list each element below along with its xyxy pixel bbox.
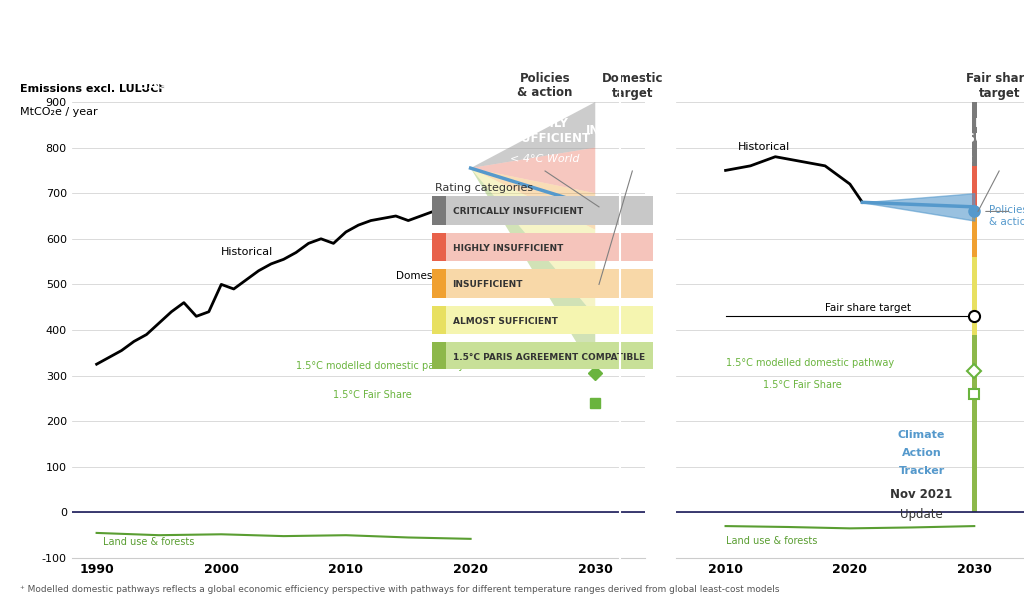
FancyBboxPatch shape: [432, 342, 653, 371]
Polygon shape: [471, 102, 595, 168]
FancyBboxPatch shape: [432, 342, 445, 371]
Text: 1.5°C Fair Share: 1.5°C Fair Share: [763, 380, 842, 391]
Text: < 4°C World: < 4°C World: [965, 154, 1024, 164]
Text: ⁺ Modelled domestic pathways reflects a global economic efficiency perspective w: ⁺ Modelled domestic pathways reflects a …: [20, 585, 780, 594]
Text: < 4°C World: < 4°C World: [510, 154, 580, 164]
FancyBboxPatch shape: [432, 233, 653, 262]
Text: HIGHLY INSUFFICIENT: HIGHLY INSUFFICIENT: [453, 244, 563, 253]
Text: BASED ON MODELLED DOMESTIC PATHWAYS⁺: BASED ON MODELLED DOMESTIC PATHWAYS⁺: [138, 79, 476, 92]
Text: 1.5°C modelled domestic pathway: 1.5°C modelled domestic pathway: [296, 361, 464, 371]
Text: INSUFFICIENT: INSUFFICIENT: [453, 280, 523, 289]
FancyBboxPatch shape: [432, 196, 445, 225]
Text: CRITICALLY INSUFFICIENT: CRITICALLY INSUFFICIENT: [453, 207, 583, 216]
FancyBboxPatch shape: [432, 305, 445, 334]
Text: SOUTH KOREA OVERALL RATING: SOUTH KOREA OVERALL RATING: [400, 13, 624, 26]
Text: Climate: Climate: [898, 430, 945, 440]
Text: 1.5°C modelled domestic pathway: 1.5°C modelled domestic pathway: [726, 358, 894, 368]
Text: Policies & action: Policies & action: [502, 216, 588, 226]
Text: INSUFFICIENT: INSUFFICIENT: [587, 124, 678, 137]
Text: Policies
& action: Policies & action: [989, 205, 1024, 227]
Text: Action: Action: [902, 448, 941, 458]
FancyBboxPatch shape: [432, 233, 445, 262]
Text: HIGHLY INSUFFICIENT: HIGHLY INSUFFICIENT: [368, 38, 656, 62]
Text: ALMOST SUFFICIENT: ALMOST SUFFICIENT: [453, 317, 557, 325]
Polygon shape: [471, 148, 595, 193]
Text: Land use & forests: Land use & forests: [102, 537, 195, 547]
FancyBboxPatch shape: [432, 269, 445, 298]
Text: BASED ON FAIR SHARE: BASED ON FAIR SHARE: [724, 79, 894, 92]
FancyBboxPatch shape: [432, 196, 653, 225]
Polygon shape: [471, 168, 595, 230]
Polygon shape: [471, 168, 595, 373]
Text: Nov 2021: Nov 2021: [891, 488, 952, 501]
Text: Land use & forests: Land use & forests: [726, 536, 817, 547]
Text: < 3°C World: < 3°C World: [598, 154, 667, 164]
Text: Fair share
target: Fair share target: [966, 71, 1024, 100]
Text: HIGHLY
INSUFFICIENT: HIGHLY INSUFFICIENT: [499, 117, 591, 145]
FancyBboxPatch shape: [432, 305, 653, 334]
Polygon shape: [471, 168, 595, 316]
Text: Rating categories: Rating categories: [434, 183, 532, 193]
Text: Update: Update: [900, 508, 943, 521]
Text: Historical: Historical: [221, 247, 273, 257]
Text: Historical: Historical: [738, 142, 791, 152]
Text: MtCO₂e / year: MtCO₂e / year: [20, 107, 97, 116]
Text: Policies
& action: Policies & action: [517, 71, 572, 100]
Text: Domestic
target: Domestic target: [601, 71, 664, 100]
FancyBboxPatch shape: [432, 269, 653, 298]
Text: HIGHLY
INSUFFICIENT: HIGHLY INSUFFICIENT: [953, 117, 1024, 145]
Text: Domestic target: Domestic target: [396, 271, 480, 281]
Text: Tracker: Tracker: [898, 466, 945, 476]
Text: 1.5°C Fair Share: 1.5°C Fair Share: [334, 391, 413, 400]
Text: Emissions excl. LULUCF: Emissions excl. LULUCF: [20, 84, 166, 94]
Text: 1.5°C PARIS AGREEMENT COMPATIBLE: 1.5°C PARIS AGREEMENT COMPATIBLE: [453, 353, 645, 362]
Text: Fair share target: Fair share target: [825, 303, 911, 313]
